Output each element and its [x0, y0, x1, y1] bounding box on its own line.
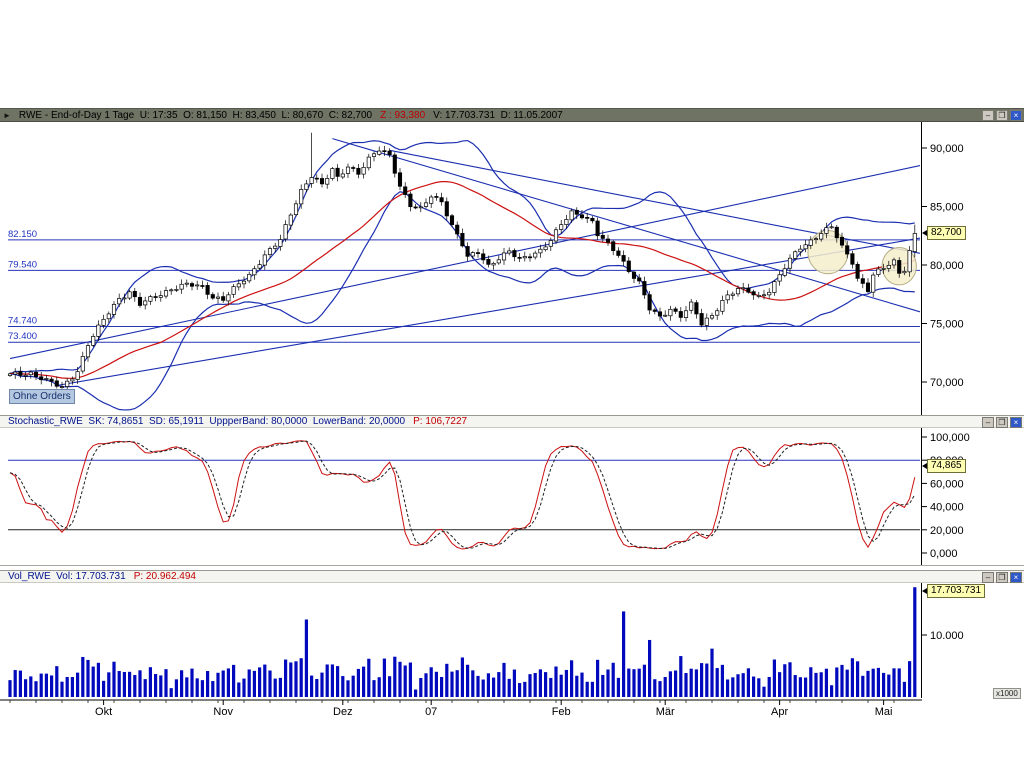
close-icon[interactable]: ×	[1010, 417, 1022, 428]
svg-text:Feb: Feb	[552, 706, 571, 718]
svg-text:Mär: Mär	[656, 706, 675, 718]
svg-text:70,000: 70,000	[930, 377, 964, 389]
last-price-badge: 82,700	[922, 226, 966, 241]
svg-text:79.540: 79.540	[8, 259, 37, 270]
time-axis: Okt Nov Dez 07 Feb Mär Apr Mai	[0, 699, 922, 718]
svg-text:85,000: 85,000	[930, 202, 964, 214]
svg-text:0,000: 0,000	[930, 548, 958, 560]
svg-text:Apr: Apr	[771, 706, 788, 718]
svg-text:80,000: 80,000	[930, 260, 964, 272]
restore-button[interactable]: ❐	[996, 572, 1008, 583]
svg-text:100,000: 100,000	[930, 432, 970, 444]
volume-badge: 17.703.731	[921, 584, 986, 598]
svg-text:10.000: 10.000	[930, 630, 964, 642]
svg-text:74.740: 74.740	[8, 316, 37, 327]
svg-text:Nov: Nov	[213, 706, 233, 718]
stochastic-title-text: Stochastic_RWE SK: 74,8651 SD: 65,1911 U…	[8, 416, 406, 427]
time-ticks	[9, 700, 895, 703]
svg-text:90,000: 90,000	[930, 143, 964, 155]
main-chart-title-bar[interactable]: ► RWE - End-of-Day 1 Tage U: 17:35 O: 81…	[0, 108, 1024, 122]
stochastic-sk-line	[9, 440, 916, 550]
volume-title-text: Vol_RWE Vol: 17.703.731	[8, 571, 126, 582]
volume-title-bar[interactable]: Vol_RWE Vol: 17.703.731 P: 20.962.494 – …	[0, 570, 1024, 583]
candlestick-series	[7, 132, 917, 392]
volume-bars	[8, 587, 917, 697]
restore-button[interactable]: ❐	[996, 417, 1008, 428]
close-icon[interactable]: ×	[1010, 572, 1022, 583]
close-icon[interactable]: ×	[1010, 110, 1022, 121]
minimize-button[interactable]: –	[982, 110, 994, 121]
main-title-text: RWE - End-of-Day 1 Tage U: 17:35 O: 81,1…	[18, 109, 373, 121]
volume-chart[interactable]: 10.000	[0, 583, 1024, 698]
svg-text:Mai: Mai	[875, 706, 893, 718]
svg-text:Dez: Dez	[333, 706, 353, 718]
stochastic-window-buttons: – ❐ ×	[982, 417, 1022, 428]
svg-text:60,000: 60,000	[930, 478, 964, 490]
volume-window-buttons: – ❐ ×	[982, 572, 1022, 583]
stochastic-badge: 74,865	[922, 459, 966, 474]
volume-unit-label: x1000	[993, 688, 1021, 699]
month-labels: Okt Nov Dez 07 Feb Mär Apr Mai	[95, 700, 892, 718]
volume-axis: 10.000	[921, 583, 964, 698]
main-title-volume-date: V: 17.703.731 D: 11.05.2007	[433, 109, 563, 121]
panel-expand-icon[interactable]: ►	[3, 110, 11, 120]
svg-text:07: 07	[425, 706, 437, 718]
svg-text:Okt: Okt	[95, 706, 112, 718]
svg-text:20,000: 20,000	[930, 525, 964, 537]
minimize-button[interactable]: –	[982, 417, 994, 428]
restore-button[interactable]: ❐	[996, 110, 1008, 121]
svg-text:73.400: 73.400	[8, 331, 37, 342]
main-title-target-value: Z : 93,380	[380, 109, 426, 121]
svg-text:82.150: 82.150	[8, 229, 37, 240]
stochastic-sd-line	[9, 440, 916, 549]
svg-text:40,000: 40,000	[930, 502, 964, 514]
trendlines	[9, 138, 921, 387]
ohne-orders-label[interactable]: Ohne Orders	[9, 389, 75, 404]
price-axis: 90,000 85,000 80,000 75,000 70,000	[921, 122, 964, 415]
upper-band-line	[9, 139, 915, 375]
volume-p-value: P: 20.962.494	[133, 571, 196, 582]
stochastic-p-value: P: 106,7227	[413, 416, 468, 427]
minimize-button[interactable]: –	[982, 572, 994, 583]
main-window-buttons: – ❐ ×	[982, 110, 1022, 121]
main-price-chart[interactable]: 90,000 85,000 80,000 75,000 70,000 82.150 79.5…	[0, 122, 1024, 415]
svg-text:75,000: 75,000	[930, 319, 964, 331]
highlight-circles	[807, 229, 917, 286]
stochastic-title-bar[interactable]: Stochastic_RWE SK: 74,8651 SD: 65,1911 U…	[0, 415, 1024, 428]
